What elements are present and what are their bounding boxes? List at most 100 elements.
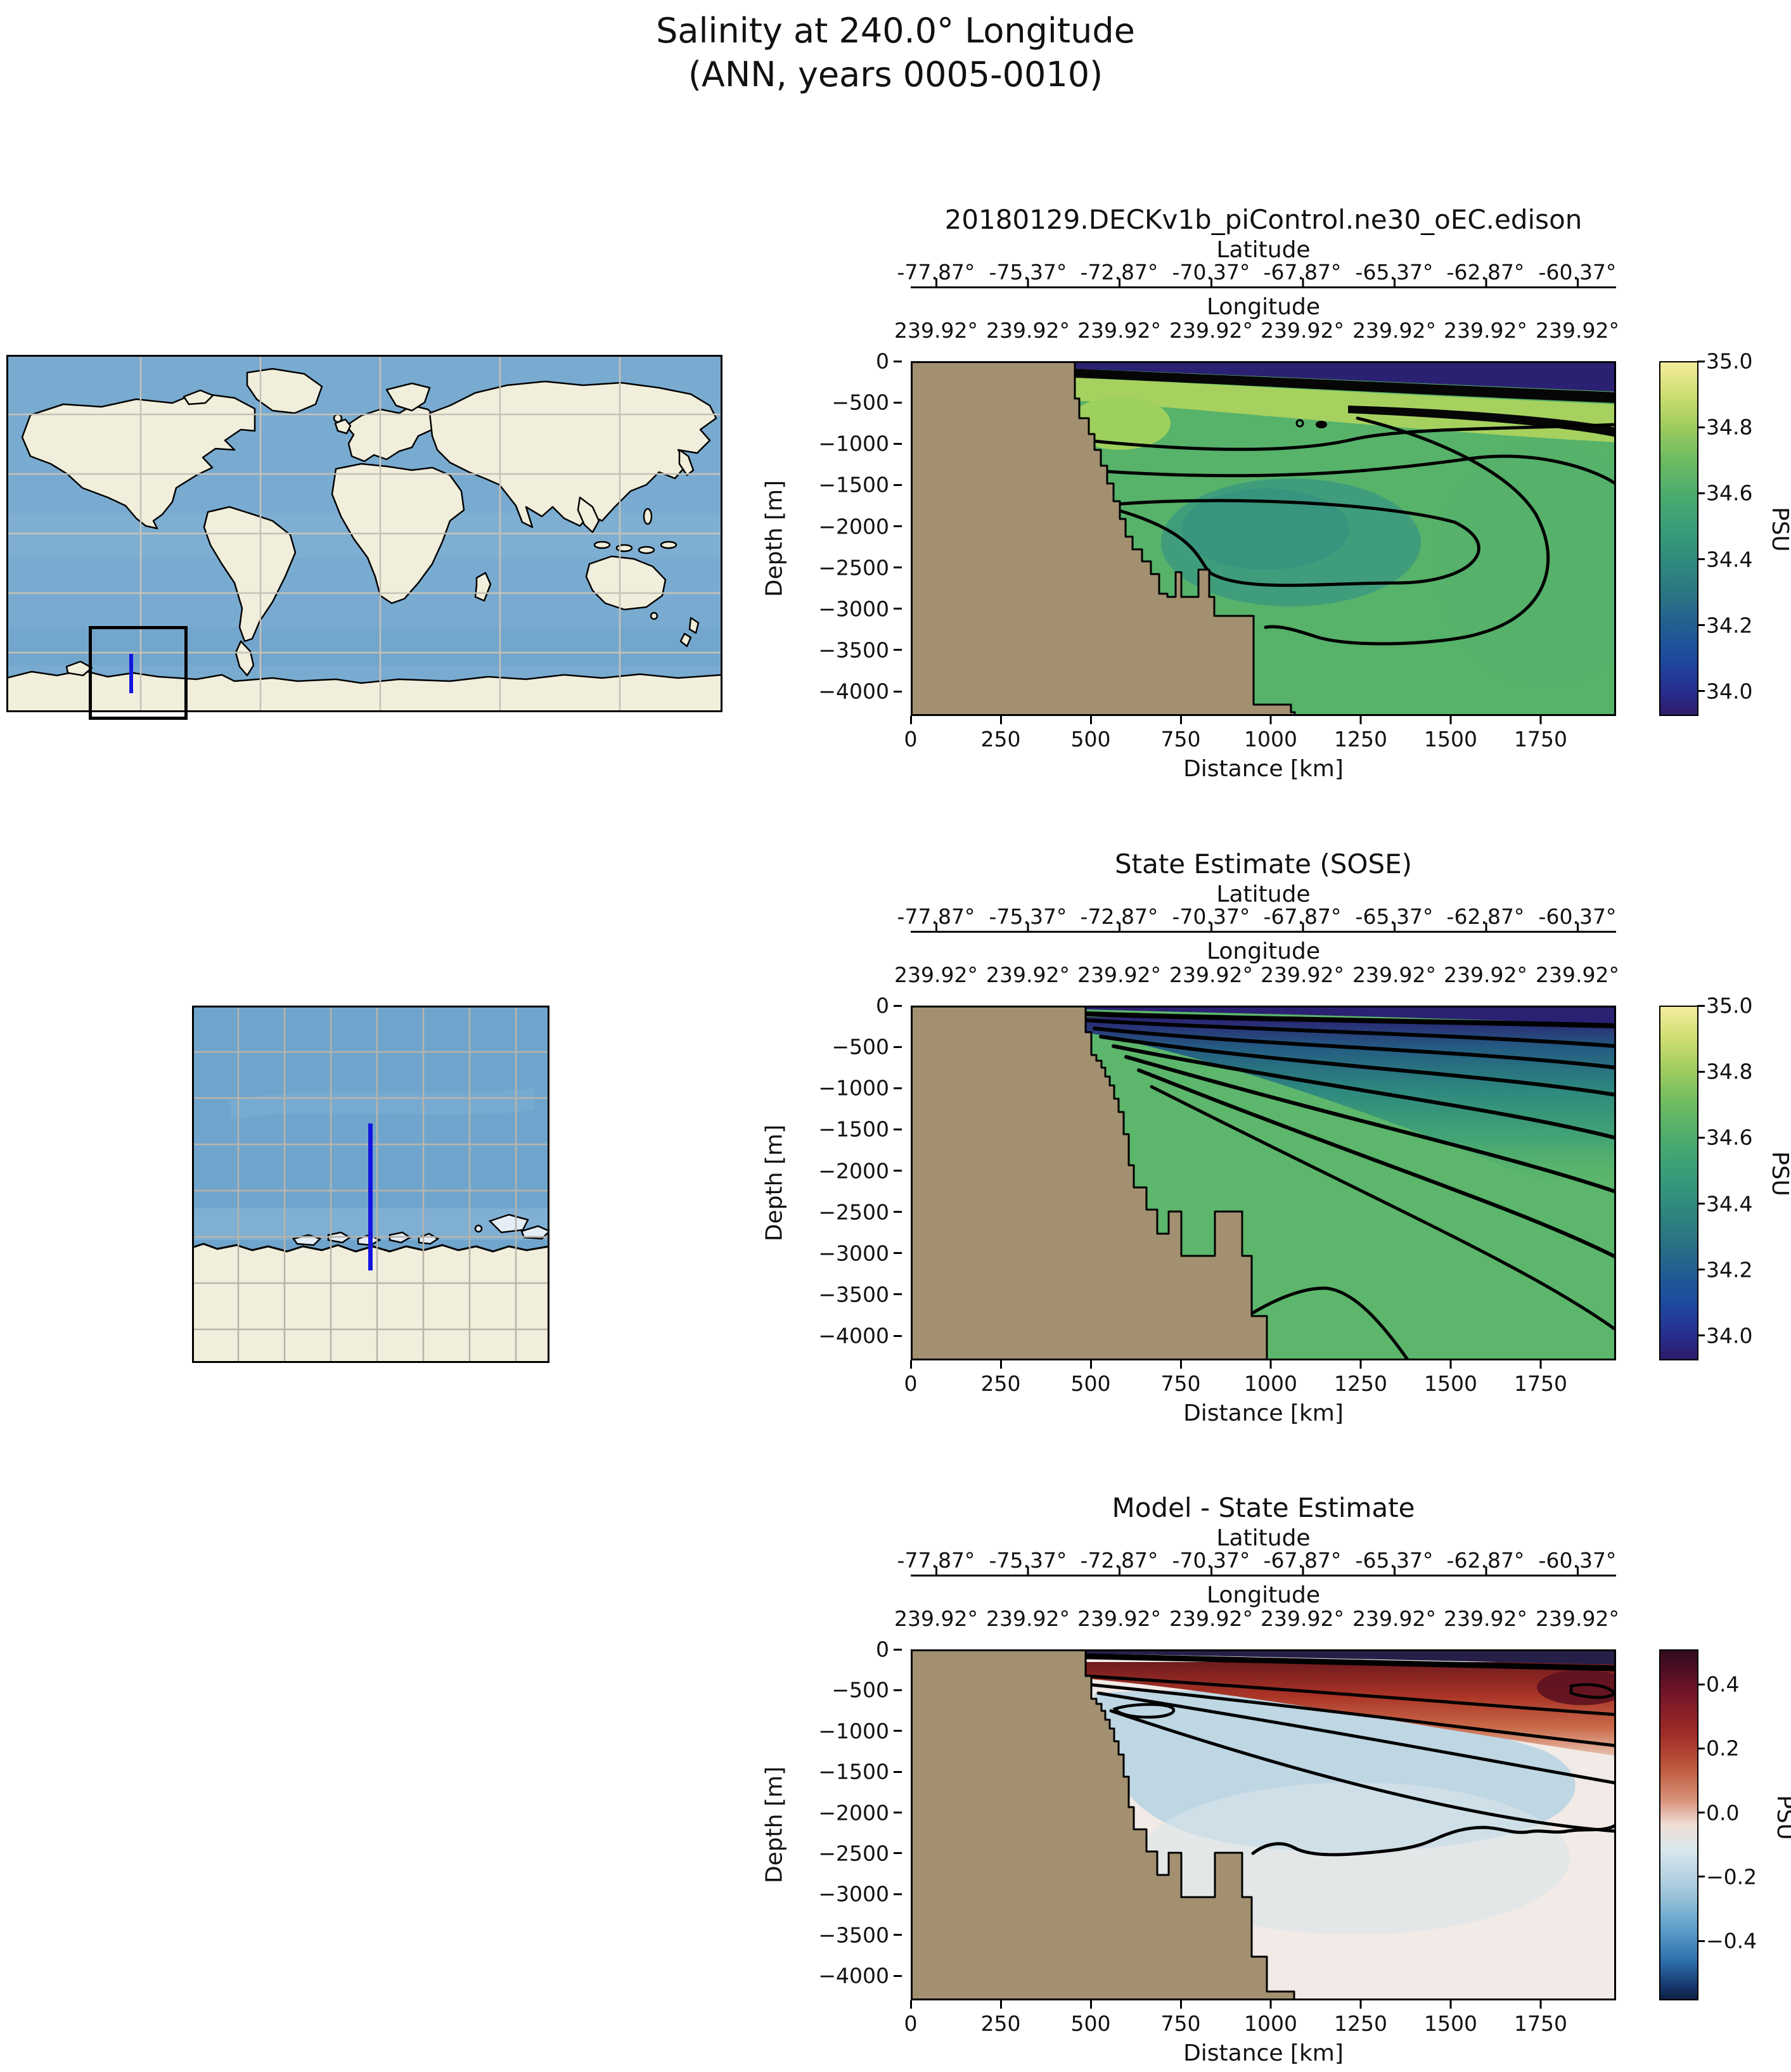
panel-diff-title: Model - State Estimate: [1112, 1492, 1415, 1523]
lon-tick-label: 239.92°: [1444, 962, 1527, 987]
bathymetry-land-mask: [911, 361, 1296, 716]
bathymetry-land-mask: [911, 1649, 1295, 2000]
panel-model-depth-ticks: 0 −500 −1000 −1500 −2000 −2500 −3000 −3500 −4000: [790, 349, 902, 716]
distance-tick-label: 1750: [1514, 727, 1567, 751]
depth-tick-label: −4000: [818, 1324, 902, 1348]
lon-tick-label: 239.92°: [1077, 318, 1161, 343]
lon-tick-label: 239.92°: [1444, 318, 1527, 343]
depth-tick-label: −2000: [818, 1800, 902, 1825]
colorbar-tick-label: −0.2: [1706, 1864, 1788, 1889]
panel-model-lon-label: Longitude: [1206, 294, 1321, 320]
lon-tick-label: 239.92°: [1352, 318, 1436, 343]
bathymetry-land-mask: [911, 1006, 1268, 1360]
lon-tick-label: 239.92°: [1352, 962, 1436, 987]
panel-diff-depth-axis-label: Depth [m]: [761, 1766, 788, 1884]
distance-tick-label: 1750: [1514, 1371, 1567, 1396]
transect-region-box: [89, 626, 188, 720]
panel-sose-lon-label: Longitude: [1206, 938, 1321, 964]
depth-tick-label: −4000: [818, 1964, 902, 1988]
colorbar-tick-label: 34.6: [1706, 1125, 1788, 1150]
lon-tick-label: 239.92°: [894, 1606, 978, 1631]
depth-tick-label: −500: [831, 1678, 902, 1703]
regional-locator-map: [192, 1006, 549, 1363]
lon-tick-label: 239.92°: [986, 962, 1070, 987]
salinity-colorbar-sose-label: PSU: [1767, 1151, 1791, 1196]
distance-tick-label: 1250: [1334, 727, 1387, 751]
depth-tick-label: −2000: [818, 1158, 902, 1183]
distance-tick-label: 500: [1070, 2011, 1111, 2036]
distance-tick-label: 1250: [1334, 1371, 1387, 1396]
sose-section-graphic: [911, 1006, 1616, 1360]
lon-tick-label: 239.92°: [894, 318, 978, 343]
panel-diff-depth-ticks: 0 −500 −1000 −1500 −2000 −2500 −3000 −3500 −4000: [790, 1637, 902, 2000]
distance-tick-label: 1500: [1424, 2011, 1477, 2036]
panel-sose-title: State Estimate (SOSE): [1114, 848, 1413, 879]
salinity-colorbar-sose: [1659, 1006, 1698, 1360]
colorbar-tick-label: 34.4: [1706, 547, 1788, 572]
figure-title-line1: Salinity at 240.0° Longitude: [656, 11, 1135, 51]
lon-tick-label: 239.92°: [1169, 962, 1253, 987]
depth-tick-label: −500: [831, 1035, 902, 1059]
colorbar-tick-label: 34.0: [1706, 679, 1788, 703]
panel-sose-depth-axis-label: Depth [m]: [761, 1124, 788, 1242]
panel-model-x-ticks: 0 250 500 750 1000 1250 1500 1750: [904, 727, 1616, 752]
salinity-colorbar-model: [1659, 361, 1698, 716]
figure-title: Salinity at 240.0° Longitude (ANN, years…: [0, 9, 1791, 96]
depth-tick-label: −2500: [818, 555, 902, 580]
difference-colorbar-label: PSU: [1772, 1795, 1791, 1840]
panel-model-x-label: Distance [km]: [1183, 756, 1344, 782]
colorbar-tick-label: 34.2: [1706, 1257, 1788, 1282]
distance-tick-label: 250: [980, 1371, 1021, 1396]
panel-model-depth-axis-label: Depth [m]: [761, 480, 788, 598]
inset-map-gridlines: [192, 1006, 549, 1363]
distance-tick-label: 1500: [1424, 1371, 1477, 1396]
salinity-colorbar-model-label: PSU: [1767, 507, 1791, 552]
colorbar-tick-label: −0.4: [1706, 1929, 1788, 1954]
panel-sose-lon-ticks: 239.92° 239.92° 239.92° 239.92° 239.92° 239.9…: [894, 962, 1619, 988]
depth-tick-label: −3500: [818, 1282, 902, 1307]
distance-tick-label: 500: [1070, 1371, 1111, 1396]
difference-colorbar: [1659, 1649, 1698, 2000]
distance-tick-label: 0: [904, 727, 918, 751]
distance-tick-label: 500: [1070, 727, 1111, 751]
distance-tick-label: 0: [904, 2011, 918, 2036]
colorbar-tick-label: 35.0: [1706, 349, 1788, 374]
panel-sose-depth-ticks: 0 −500 −1000 −1500 −2000 −2500 −3000 −3500 −4000: [790, 994, 902, 1360]
lon-tick-label: 239.92°: [1077, 1606, 1161, 1631]
world-locator-map: [6, 355, 722, 712]
depth-tick-label: −3000: [818, 596, 902, 621]
colorbar-tick-label: 0.4: [1706, 1672, 1788, 1697]
distance-tick-label: 1250: [1334, 2011, 1387, 2036]
panel-diff-lat-axis: [911, 1566, 1616, 1576]
panel-model-plot: [911, 361, 1616, 716]
lon-tick-label: 239.92°: [1169, 1606, 1253, 1631]
lon-tick-label: 239.92°: [1169, 318, 1253, 343]
distance-tick-label: 1750: [1514, 2011, 1567, 2036]
colorbar-tick-label: 34.8: [1706, 415, 1788, 440]
lon-tick-label: 239.92°: [1261, 318, 1344, 343]
transect-line-inset: [368, 1123, 373, 1270]
depth-tick-label: −3000: [818, 1241, 902, 1265]
salinity-colorbar-model-ticks: 35.0 34.8 34.6 34.4 34.2 34.0: [1706, 349, 1788, 716]
panel-diff-lat-label: Latitude: [1216, 1525, 1311, 1551]
world-map-gridlines: [6, 355, 722, 712]
world-map-graphic: [6, 355, 722, 712]
depth-tick-label: −1500: [818, 1117, 902, 1142]
panel-diff-lon-label: Longitude: [1206, 1582, 1321, 1608]
colorbar-tick-label: 35.0: [1706, 994, 1788, 1018]
colorbar-tick-label: 34.2: [1706, 613, 1788, 637]
colorbar-tick-label: 34.4: [1706, 1191, 1788, 1216]
lon-tick-label: 239.92°: [986, 318, 1070, 343]
figure-title-line2: (ANN, years 0005-0010): [688, 54, 1103, 95]
depth-tick-label: −2500: [818, 1841, 902, 1865]
depth-tick-label: −2000: [818, 514, 902, 539]
colorbar-tick-label: 34.0: [1706, 1323, 1788, 1348]
difference-colorbar-ticks: 0.4 0.2 0.0 −0.2 −0.4: [1706, 1672, 1788, 1966]
panel-sose-x-label: Distance [km]: [1183, 1400, 1344, 1426]
panel-sose-lat-axis: [911, 923, 1616, 933]
depth-tick-label: −2500: [818, 1199, 902, 1224]
depth-tick-label: −1500: [818, 473, 902, 497]
depth-tick-label: −1000: [818, 432, 902, 456]
depth-tick-label: −1500: [818, 1760, 902, 1784]
distance-tick-label: 750: [1160, 727, 1201, 751]
